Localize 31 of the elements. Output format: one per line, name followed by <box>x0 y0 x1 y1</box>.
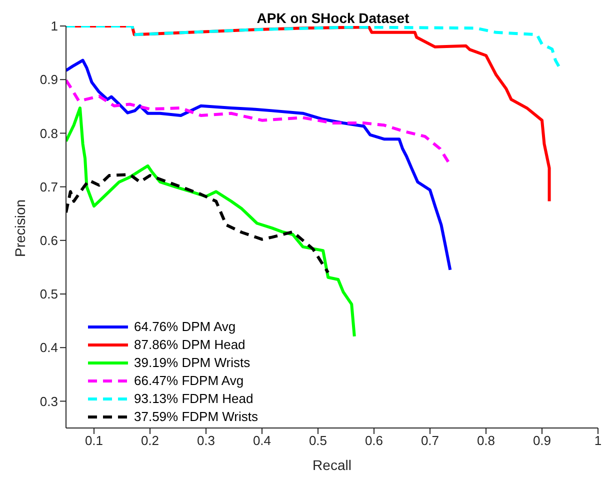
legend-label: 37.59% FDPM Wrists <box>134 408 258 426</box>
line-series <box>66 58 452 272</box>
x-tick-label: 0.9 <box>532 433 552 448</box>
legend-label: 87.86% DPM Head <box>134 336 246 354</box>
x-tick-label: 0.5 <box>308 433 328 448</box>
y-tick-label: 0.4 <box>40 340 58 356</box>
x-tick-label: 0.7 <box>420 433 440 448</box>
y-tick-label: 0.5 <box>40 286 58 302</box>
y-tick-label: 0.8 <box>40 126 58 141</box>
x-tick-label: 0.8 <box>476 433 496 448</box>
legend-label: 66.47% FDPM Avg <box>134 372 244 390</box>
y-tick-label: 0.9 <box>40 72 58 88</box>
x-tick-label: 0.6 <box>364 433 384 448</box>
x-tick-label: 0.3 <box>196 433 216 448</box>
x-tick-label: 0.1 <box>84 433 104 448</box>
line-series <box>66 106 356 338</box>
y-tick-label: 0.6 <box>40 233 58 248</box>
line-series <box>66 172 330 274</box>
y-axis-title: Precision <box>12 199 28 257</box>
y-tick-label: 0.7 <box>40 179 58 194</box>
legend-label: 39.19% DPM Wrists <box>134 354 250 372</box>
x-axis-title: Recall <box>312 457 352 473</box>
legend-label: 64.76% DPM Avg <box>134 318 236 336</box>
y-tick-label: 1 <box>50 18 58 34</box>
x-tick-label: 0.2 <box>140 433 160 448</box>
legend-label: 93.13% FDPM Head <box>134 390 254 408</box>
x-tick-label: 1 <box>594 433 602 448</box>
x-tick-label: 0.4 <box>252 433 272 448</box>
chart-title: APK on SHock Dataset <box>256 10 410 26</box>
line-series <box>66 26 560 68</box>
y-tick-label: 0.3 <box>40 394 58 409</box>
